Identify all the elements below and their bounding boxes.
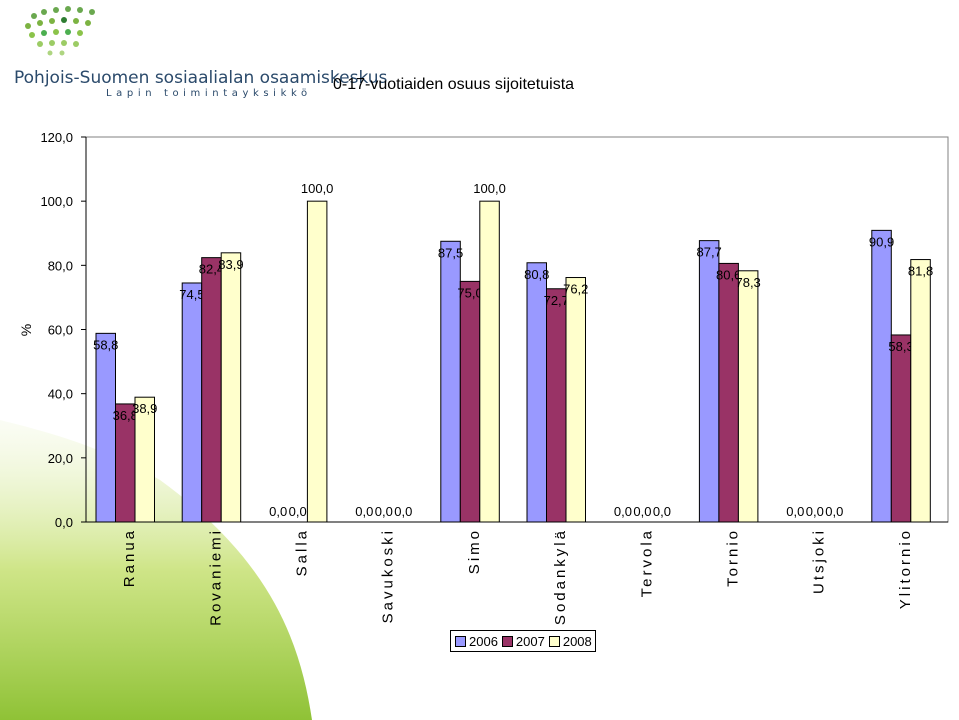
x-tick-label: Ylitornio bbox=[897, 528, 914, 609]
bar bbox=[95, 332, 116, 523]
legend-item: 2008 bbox=[548, 633, 592, 649]
data-label: 87,5 bbox=[438, 245, 463, 260]
data-label: 78,3 bbox=[735, 275, 760, 290]
data-label: 100,0 bbox=[473, 181, 506, 196]
bar bbox=[220, 252, 242, 523]
data-label: 83,9 bbox=[218, 257, 243, 272]
legend-label: 2008 bbox=[562, 633, 592, 649]
chart-title: 0-17-vuotiaiden osuus sijoitetuista bbox=[333, 76, 575, 93]
x-tick-label: Utsjoki bbox=[811, 528, 828, 594]
data-label: 74,5 bbox=[179, 287, 204, 302]
y-tick-label: 60,0 bbox=[48, 323, 73, 338]
x-tick-label: Ranua bbox=[121, 528, 138, 587]
bar bbox=[910, 259, 931, 523]
y-tick-label: 100,0 bbox=[40, 194, 73, 209]
bar bbox=[565, 277, 586, 523]
y-axis-label: % bbox=[18, 324, 34, 336]
data-label: 76,2 bbox=[563, 282, 588, 297]
bar bbox=[871, 229, 892, 523]
y-tick-label: 120,0 bbox=[40, 130, 73, 145]
legend-swatch bbox=[501, 635, 513, 647]
data-label: 75,0 bbox=[457, 285, 482, 300]
x-tick-label: Savukoski bbox=[380, 528, 397, 623]
data-label: 80,8 bbox=[524, 267, 549, 282]
y-tick-label: 20,0 bbox=[48, 451, 73, 466]
bar bbox=[718, 262, 739, 523]
bar bbox=[201, 257, 222, 523]
y-tick-label: 40,0 bbox=[48, 387, 73, 402]
bar bbox=[440, 240, 461, 523]
bar bbox=[459, 280, 481, 523]
logo-name: Pohjois-Suomen sosiaalialan osaamiskesku… bbox=[14, 68, 388, 88]
x-tick-label: Tornio bbox=[725, 528, 742, 587]
data-label: 72,7 bbox=[544, 293, 569, 308]
bar bbox=[306, 200, 328, 523]
data-label: 0,0 bbox=[825, 504, 843, 519]
y-tick-label: 0,0 bbox=[55, 515, 73, 530]
legend-label: 2007 bbox=[515, 633, 545, 649]
x-tick-label: Tervola bbox=[638, 528, 655, 597]
x-tick-label: Sodankylä bbox=[552, 528, 569, 625]
data-label: 0,0 bbox=[289, 504, 307, 519]
data-label: 36,8 bbox=[113, 408, 138, 423]
data-label: 87,7 bbox=[696, 245, 721, 260]
logo-unit: Lapin toimintayksikkö bbox=[106, 88, 312, 99]
legend-swatch bbox=[455, 635, 466, 647]
chart-legend: 2006 2007 2008 bbox=[450, 630, 596, 652]
data-label: 100,0 bbox=[301, 181, 334, 196]
x-tick-label: Simo bbox=[466, 528, 483, 574]
data-label: 0,0 bbox=[786, 504, 804, 519]
data-label: 82,4 bbox=[199, 262, 224, 277]
data-label: 38,9 bbox=[132, 401, 157, 416]
data-label: 0,0 bbox=[355, 504, 373, 519]
data-label: 0,0 bbox=[375, 504, 393, 519]
bar bbox=[737, 270, 759, 523]
bar bbox=[546, 288, 567, 523]
bar bbox=[181, 282, 203, 523]
x-tick-label: Salla bbox=[294, 528, 311, 576]
bar bbox=[698, 240, 720, 523]
y-tick-label: 80,0 bbox=[48, 258, 73, 273]
bar bbox=[479, 200, 500, 523]
legend-label: 2006 bbox=[469, 633, 498, 649]
x-tick-label: Rovaniemi bbox=[207, 528, 224, 626]
data-label: 0,0 bbox=[394, 504, 412, 519]
data-label: 80,6 bbox=[716, 267, 741, 282]
data-label: 81,8 bbox=[908, 264, 933, 279]
logo-dots-icon bbox=[25, 6, 95, 56]
legend-item: 2006 bbox=[455, 634, 498, 649]
data-label: 58,8 bbox=[93, 337, 118, 352]
data-label: 0,0 bbox=[614, 504, 632, 519]
legend-swatch bbox=[548, 635, 560, 647]
bar bbox=[890, 334, 912, 523]
data-label: 0,0 bbox=[806, 504, 824, 519]
data-label: 58,3 bbox=[888, 339, 913, 354]
data-label: 90,9 bbox=[869, 234, 894, 249]
data-label: 0,0 bbox=[653, 504, 671, 519]
data-label: 0,0 bbox=[633, 504, 651, 519]
bar bbox=[134, 396, 155, 523]
data-label: 0,0 bbox=[269, 504, 287, 519]
legend-item: 2007 bbox=[501, 633, 545, 649]
